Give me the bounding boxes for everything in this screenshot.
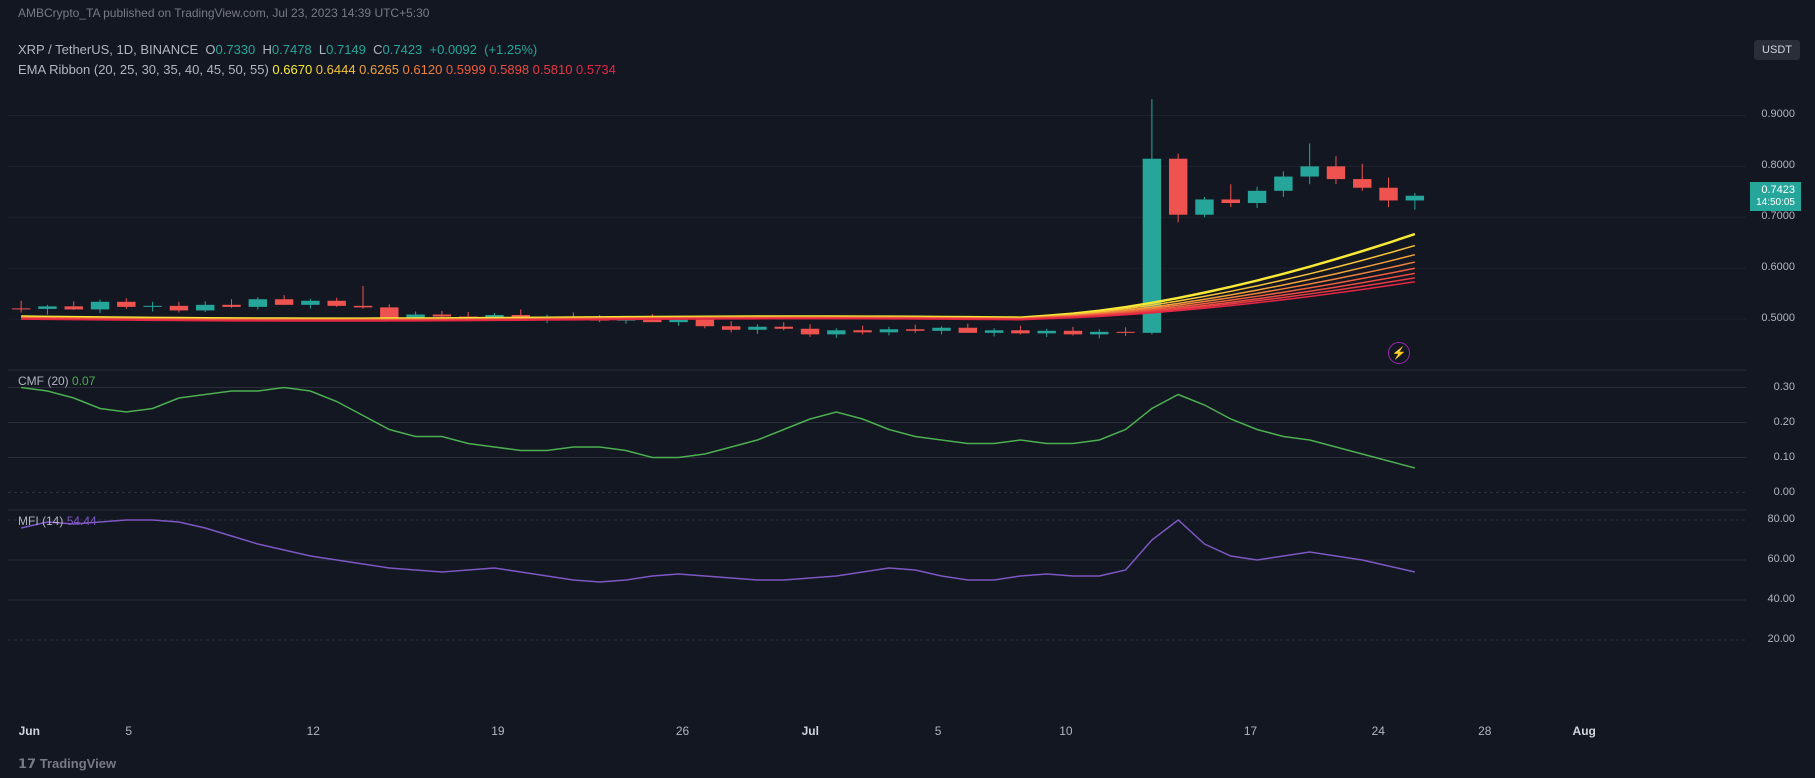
mfi-ytick: 40.00 (1767, 593, 1795, 605)
countdown-value: 14:50:05 (1756, 197, 1795, 209)
time-axis-label: 24 (1372, 724, 1385, 738)
cmf-ytick: 0.00 (1774, 486, 1795, 498)
mfi-ytick: 20.00 (1767, 633, 1795, 645)
time-axis-label: 5 (125, 724, 132, 738)
time-axis-label: 17 (1244, 724, 1257, 738)
last-price-value: 0.7423 (1756, 184, 1795, 197)
time-axis-label: 12 (307, 724, 320, 738)
price-ytick: 0.8000 (1761, 159, 1795, 171)
time-axis-label: Jun (19, 724, 40, 738)
chart-area[interactable] (8, 30, 1746, 580)
cmf-ytick: 0.30 (1774, 381, 1795, 393)
time-axis-label: Jul (802, 724, 819, 738)
cmf-indicator-label: CMF (20) 0.07 (18, 374, 95, 388)
quote-currency-badge[interactable]: USDT (1754, 40, 1800, 60)
price-ytick: 0.7000 (1761, 210, 1795, 222)
time-axis-label: 28 (1478, 724, 1491, 738)
tv-icon: 𝟭𝟳 (18, 756, 36, 771)
tradingview-logo: 𝟭𝟳 TradingView (18, 756, 116, 772)
last-price-tag: 0.7423 14:50:05 (1750, 182, 1801, 211)
cmf-value: 0.07 (72, 374, 95, 388)
time-axis-label: 26 (676, 724, 689, 738)
mfi-indicator-label: MFI (14) 54.44 (18, 514, 97, 528)
mfi-value: 54.44 (67, 514, 97, 528)
price-ytick: 0.5000 (1761, 312, 1795, 324)
time-axis-label: 5 (935, 724, 942, 738)
tv-text: TradingView (40, 756, 116, 771)
cmf-name: CMF (20) (18, 374, 69, 388)
cmf-ytick: 0.10 (1774, 451, 1795, 463)
alert-icon[interactable]: ⚡ (1388, 342, 1410, 364)
mfi-ytick: 60.00 (1767, 553, 1795, 565)
time-axis-label: Aug (1573, 724, 1596, 738)
mfi-name: MFI (14) (18, 514, 63, 528)
time-axis-label: 10 (1059, 724, 1072, 738)
time-axis[interactable]: Jun 5 12 19 26 Jul 5 10 17 24 28 Aug (8, 724, 1746, 750)
publish-info: AMBCrypto_TA published on TradingView.co… (18, 6, 429, 20)
price-ytick: 0.6000 (1761, 261, 1795, 273)
cmf-ytick: 0.20 (1774, 416, 1795, 428)
price-ytick: 0.9000 (1761, 108, 1795, 120)
time-axis-label: 19 (491, 724, 504, 738)
mfi-ytick: 80.00 (1767, 513, 1795, 525)
